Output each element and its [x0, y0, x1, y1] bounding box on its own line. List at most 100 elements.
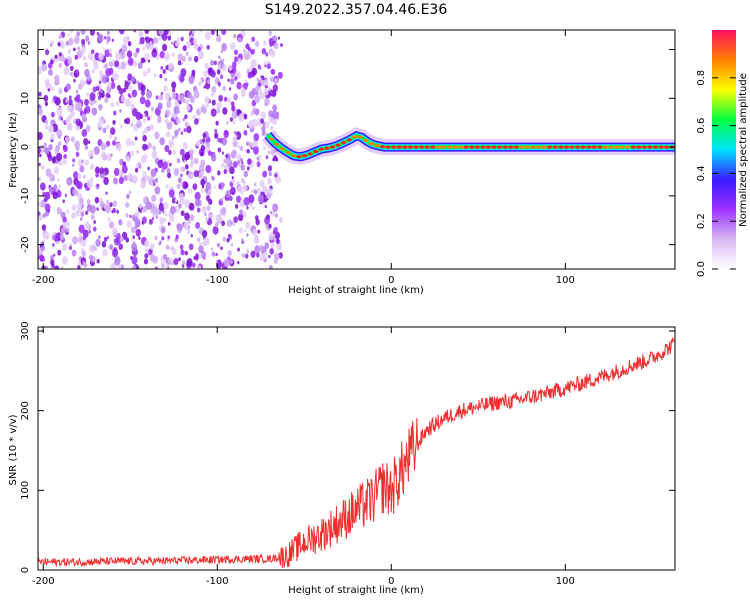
noise-speckle — [149, 114, 152, 119]
noise-speckle — [59, 233, 65, 241]
signal-peak-dot — [491, 145, 497, 149]
noise-speckle — [186, 229, 191, 235]
noise-speckle — [86, 203, 93, 212]
noise-speckle — [147, 116, 151, 121]
noise-speckle — [145, 201, 152, 210]
noise-speckle — [229, 77, 235, 85]
noise-speckle — [158, 30, 165, 36]
noise-speckle — [184, 114, 188, 120]
noise-speckle — [142, 118, 147, 123]
noise-speckle — [111, 38, 115, 43]
noise-speckle — [241, 253, 246, 258]
noise-speckle — [267, 177, 272, 185]
noise-speckle — [180, 210, 185, 217]
noise-speckle — [168, 139, 175, 148]
signal-peak-dot — [619, 145, 625, 149]
noise-speckle — [221, 220, 226, 227]
noise-speckle — [118, 87, 124, 95]
noise-speckle — [114, 136, 117, 141]
noise-speckle — [168, 149, 172, 155]
noise-speckle — [267, 165, 273, 172]
signal-peak-dot — [641, 145, 647, 149]
noise-speckle — [54, 54, 58, 59]
noise-speckle — [194, 157, 199, 165]
noise-speckle — [270, 49, 276, 58]
noise-speckle — [136, 80, 140, 85]
noise-speckle — [218, 94, 224, 102]
noise-speckle — [54, 265, 60, 269]
noise-speckle — [76, 31, 81, 37]
signal-peak-dot — [341, 141, 347, 145]
noise-speckle — [261, 48, 267, 55]
noise-speckle — [226, 237, 230, 243]
noise-speckle — [167, 222, 171, 226]
noise-speckle — [89, 165, 94, 171]
noise-speckle — [246, 166, 250, 171]
noise-speckle — [153, 37, 158, 44]
noise-speckle — [188, 75, 195, 85]
noise-speckle — [111, 210, 114, 214]
signal-peak-dot — [307, 152, 313, 156]
noise-speckle — [91, 49, 95, 55]
noise-speckle — [41, 164, 45, 171]
noise-speckle — [62, 145, 68, 153]
noise-speckle — [130, 103, 135, 110]
x-tick-label: -100 — [206, 275, 229, 286]
noise-speckle — [211, 85, 217, 93]
noise-speckle — [154, 177, 159, 184]
noise-speckle — [241, 87, 246, 94]
snr-xlabel: Height of straight line (km) — [288, 585, 424, 596]
noise-speckle — [152, 255, 159, 264]
noise-speckle — [230, 42, 236, 51]
noise-speckle — [47, 78, 50, 82]
noise-speckle — [236, 81, 242, 90]
noise-speckle — [43, 63, 46, 68]
noise-speckle — [278, 216, 283, 224]
noise-speckle — [79, 165, 85, 173]
noise-speckle — [91, 107, 98, 116]
noise-speckle — [186, 105, 191, 112]
signal-peak-dot — [335, 143, 341, 147]
noise-speckle — [229, 117, 234, 123]
noise-speckle — [161, 236, 165, 241]
noise-speckle — [98, 70, 103, 76]
noise-speckle — [251, 67, 258, 76]
noise-speckle — [200, 144, 206, 152]
noise-speckle — [186, 257, 193, 267]
noise-speckle — [193, 256, 197, 260]
noise-speckle — [179, 148, 185, 156]
signal-peak-dot — [469, 145, 475, 149]
noise-speckle — [76, 202, 82, 210]
noise-speckle — [69, 30, 74, 34]
noise-speckle — [104, 49, 111, 58]
noise-speckle — [142, 143, 148, 151]
noise-speckle — [85, 125, 91, 133]
noise-speckle — [108, 53, 112, 58]
noise-speckle — [251, 144, 255, 149]
noise-speckle — [145, 174, 149, 181]
noise-speckle — [65, 136, 69, 143]
noise-speckle — [254, 245, 261, 254]
signal-peak-dot — [385, 145, 391, 149]
noise-speckle — [268, 30, 272, 36]
noise-speckle — [207, 150, 212, 156]
noise-speckle — [122, 36, 129, 45]
noise-speckle — [188, 202, 195, 211]
noise-speckle — [193, 55, 199, 63]
noise-speckle — [53, 253, 56, 257]
colorbar-tick-label: 0.4 — [696, 165, 707, 181]
noise-speckle — [233, 93, 239, 101]
noise-speckle — [87, 52, 94, 61]
noise-speckle — [183, 128, 187, 133]
noise-speckle — [176, 223, 183, 233]
noise-speckle — [108, 61, 113, 68]
noise-speckle — [154, 131, 160, 140]
noise-speckle — [149, 243, 155, 251]
noise-speckle — [81, 113, 86, 120]
noise-speckle — [144, 248, 149, 254]
noise-speckle — [87, 40, 91, 46]
noise-speckle — [146, 45, 150, 50]
noise-speckle — [77, 207, 82, 214]
noise-speckle — [152, 150, 157, 158]
y-tick-label: 0 — [20, 567, 31, 573]
